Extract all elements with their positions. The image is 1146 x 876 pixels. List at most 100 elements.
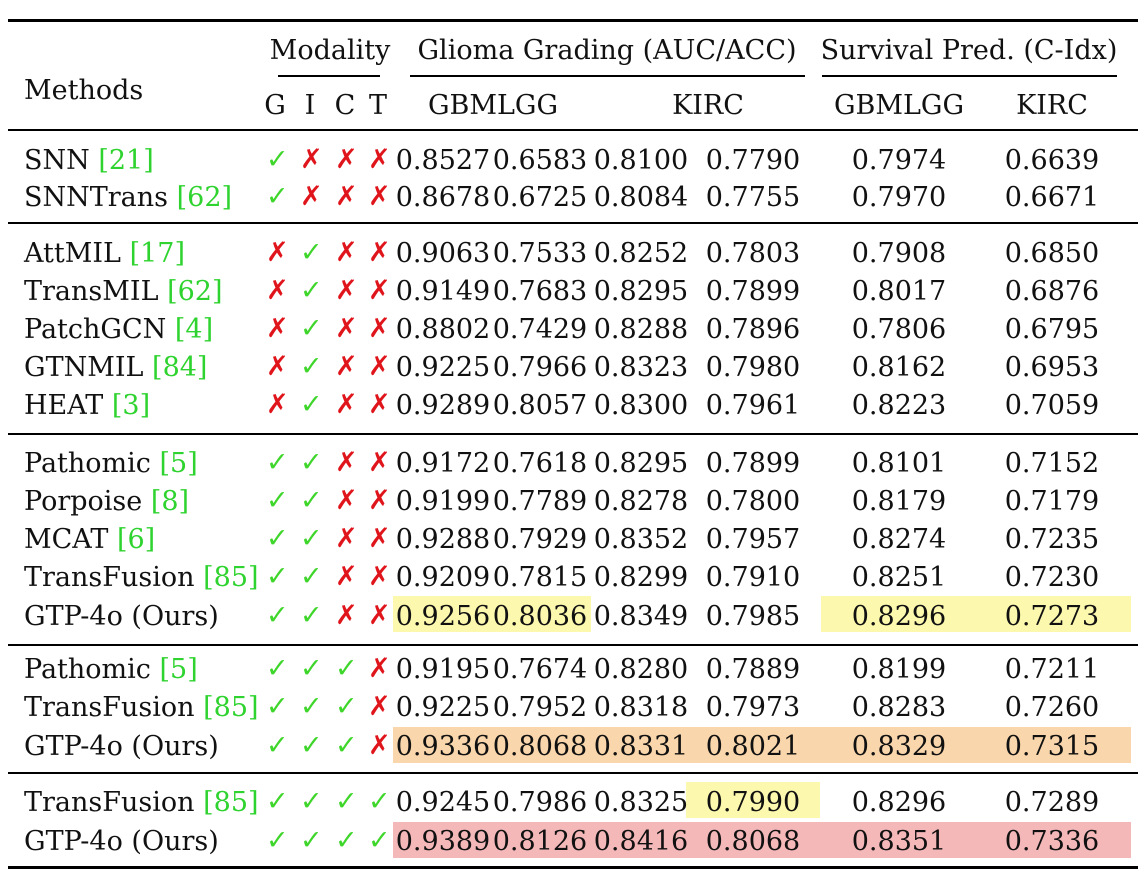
glioma-underline bbox=[410, 75, 805, 77]
value-cell: 0.7803 bbox=[705, 238, 801, 269]
citation-link[interactable]: [8] bbox=[150, 486, 190, 517]
value-cell: 0.9336 bbox=[395, 731, 491, 762]
method-name: GTP-4o (Ours) bbox=[24, 733, 219, 760]
check-icon: ✓ bbox=[266, 561, 289, 592]
method-label: GTNMIL bbox=[24, 352, 144, 383]
cross-icon: ✗ bbox=[266, 351, 289, 382]
method-name: SNNTrans [62] bbox=[24, 184, 232, 211]
check-icon: ✓ bbox=[300, 485, 323, 516]
cross-icon: ✗ bbox=[368, 600, 391, 631]
cross-icon: ✗ bbox=[335, 237, 358, 268]
value-cell: 0.7896 bbox=[705, 314, 801, 345]
check-icon: ✓ bbox=[266, 653, 289, 684]
check-icon: ✓ bbox=[300, 691, 323, 722]
citation-link[interactable]: [6] bbox=[116, 524, 156, 555]
method-name: TransFusion [85] bbox=[24, 789, 259, 816]
check-icon: ✓ bbox=[266, 144, 289, 175]
header-kirc: KIRC bbox=[672, 90, 744, 121]
citation-link[interactable]: [85] bbox=[203, 562, 259, 593]
citation-link[interactable]: [5] bbox=[159, 654, 198, 685]
citation-link[interactable]: [4] bbox=[174, 314, 214, 345]
method-label: TransFusion bbox=[24, 787, 195, 818]
value-cell: 0.8101 bbox=[851, 448, 947, 479]
value-cell: 0.7889 bbox=[705, 654, 801, 685]
value-cell: 0.6583 bbox=[492, 145, 588, 176]
cross-icon: ✗ bbox=[300, 144, 323, 175]
check-icon: ✓ bbox=[300, 786, 323, 817]
highlight-yellow-survival bbox=[821, 596, 1131, 632]
citation-link[interactable]: [5] bbox=[159, 448, 198, 479]
method-label: GTP-4o (Ours) bbox=[24, 601, 219, 632]
check-icon: ✓ bbox=[335, 786, 358, 817]
value-cell: 0.7908 bbox=[851, 238, 947, 269]
check-icon: ✓ bbox=[335, 653, 358, 684]
citation-link[interactable]: [62] bbox=[167, 276, 223, 307]
value-cell: 0.6639 bbox=[1004, 145, 1100, 176]
value-cell: 0.8325 bbox=[593, 787, 689, 818]
cross-icon: ✗ bbox=[335, 389, 358, 420]
value-cell: 0.8068 bbox=[492, 731, 588, 762]
value-cell: 0.8021 bbox=[705, 731, 801, 762]
citation-link[interactable]: [62] bbox=[176, 182, 233, 213]
value-cell: 0.7618 bbox=[492, 448, 588, 479]
bottom-rule bbox=[8, 866, 1138, 869]
citation-link[interactable]: [17] bbox=[129, 238, 185, 269]
citation-link[interactable]: [85] bbox=[203, 692, 259, 723]
citation-link[interactable]: [85] bbox=[203, 787, 259, 818]
check-icon: ✓ bbox=[300, 313, 323, 344]
method-label: TransMIL bbox=[24, 276, 159, 307]
cross-icon: ✗ bbox=[300, 181, 323, 212]
method-name: TransFusion [85] bbox=[24, 694, 259, 721]
header-survival: Survival Pred. (C-Idx) bbox=[820, 35, 1118, 66]
value-cell: 0.8199 bbox=[851, 654, 947, 685]
value-cell: 0.8678 bbox=[395, 182, 491, 213]
check-icon: ✓ bbox=[266, 691, 289, 722]
method-label: PatchGCN bbox=[24, 314, 167, 345]
value-cell: 0.7957 bbox=[705, 524, 801, 555]
check-icon: ✓ bbox=[300, 389, 323, 420]
cross-icon: ✗ bbox=[368, 691, 391, 722]
value-cell: 0.8223 bbox=[851, 390, 947, 421]
value-cell: 0.9063 bbox=[395, 238, 491, 269]
cross-icon: ✗ bbox=[368, 275, 391, 306]
citation-link[interactable]: [3] bbox=[111, 390, 151, 421]
cross-icon: ✗ bbox=[368, 561, 391, 592]
citation-link[interactable]: [21] bbox=[98, 145, 154, 176]
method-label: GTP-4o (Ours) bbox=[24, 731, 219, 762]
value-cell: 0.9149 bbox=[395, 276, 491, 307]
header-survival-gbmlgg: GBMLGG bbox=[833, 90, 965, 121]
cross-icon: ✗ bbox=[368, 730, 391, 761]
method-label: TransFusion bbox=[24, 562, 195, 593]
method-name: AttMIL [17] bbox=[24, 240, 185, 267]
method-label: Pathomic bbox=[24, 654, 151, 685]
value-cell: 0.8416 bbox=[593, 826, 689, 857]
method-name: Porpoise [8] bbox=[24, 488, 189, 515]
value-cell: 0.7273 bbox=[1004, 601, 1100, 632]
method-label: SNN bbox=[24, 145, 90, 176]
value-cell: 0.8329 bbox=[851, 731, 947, 762]
value-cell: 0.9195 bbox=[395, 654, 491, 685]
value-cell: 0.8299 bbox=[593, 562, 689, 593]
value-cell: 0.7230 bbox=[1004, 562, 1100, 593]
value-cell: 0.9289 bbox=[395, 390, 491, 421]
value-cell: 0.8084 bbox=[593, 182, 689, 213]
value-cell: 0.7970 bbox=[851, 182, 947, 213]
value-cell: 0.8802 bbox=[395, 314, 491, 345]
value-cell: 0.6876 bbox=[1004, 276, 1100, 307]
cross-icon: ✗ bbox=[266, 275, 289, 306]
method-name: TransMIL [62] bbox=[24, 278, 223, 305]
value-cell: 0.9288 bbox=[395, 524, 491, 555]
cross-icon: ✗ bbox=[368, 485, 391, 516]
method-name: TransFusion [85] bbox=[24, 564, 259, 591]
value-cell: 0.8017 bbox=[851, 276, 947, 307]
value-cell: 0.7755 bbox=[705, 182, 801, 213]
value-cell: 0.8274 bbox=[851, 524, 947, 555]
check-icon: ✓ bbox=[368, 825, 391, 856]
header-modality: Modality bbox=[269, 35, 391, 66]
value-cell: 0.8323 bbox=[593, 352, 689, 383]
citation-link[interactable]: [84] bbox=[152, 352, 208, 383]
value-cell: 0.7789 bbox=[492, 486, 588, 517]
cross-icon: ✗ bbox=[335, 523, 358, 554]
value-cell: 0.7952 bbox=[492, 692, 588, 723]
